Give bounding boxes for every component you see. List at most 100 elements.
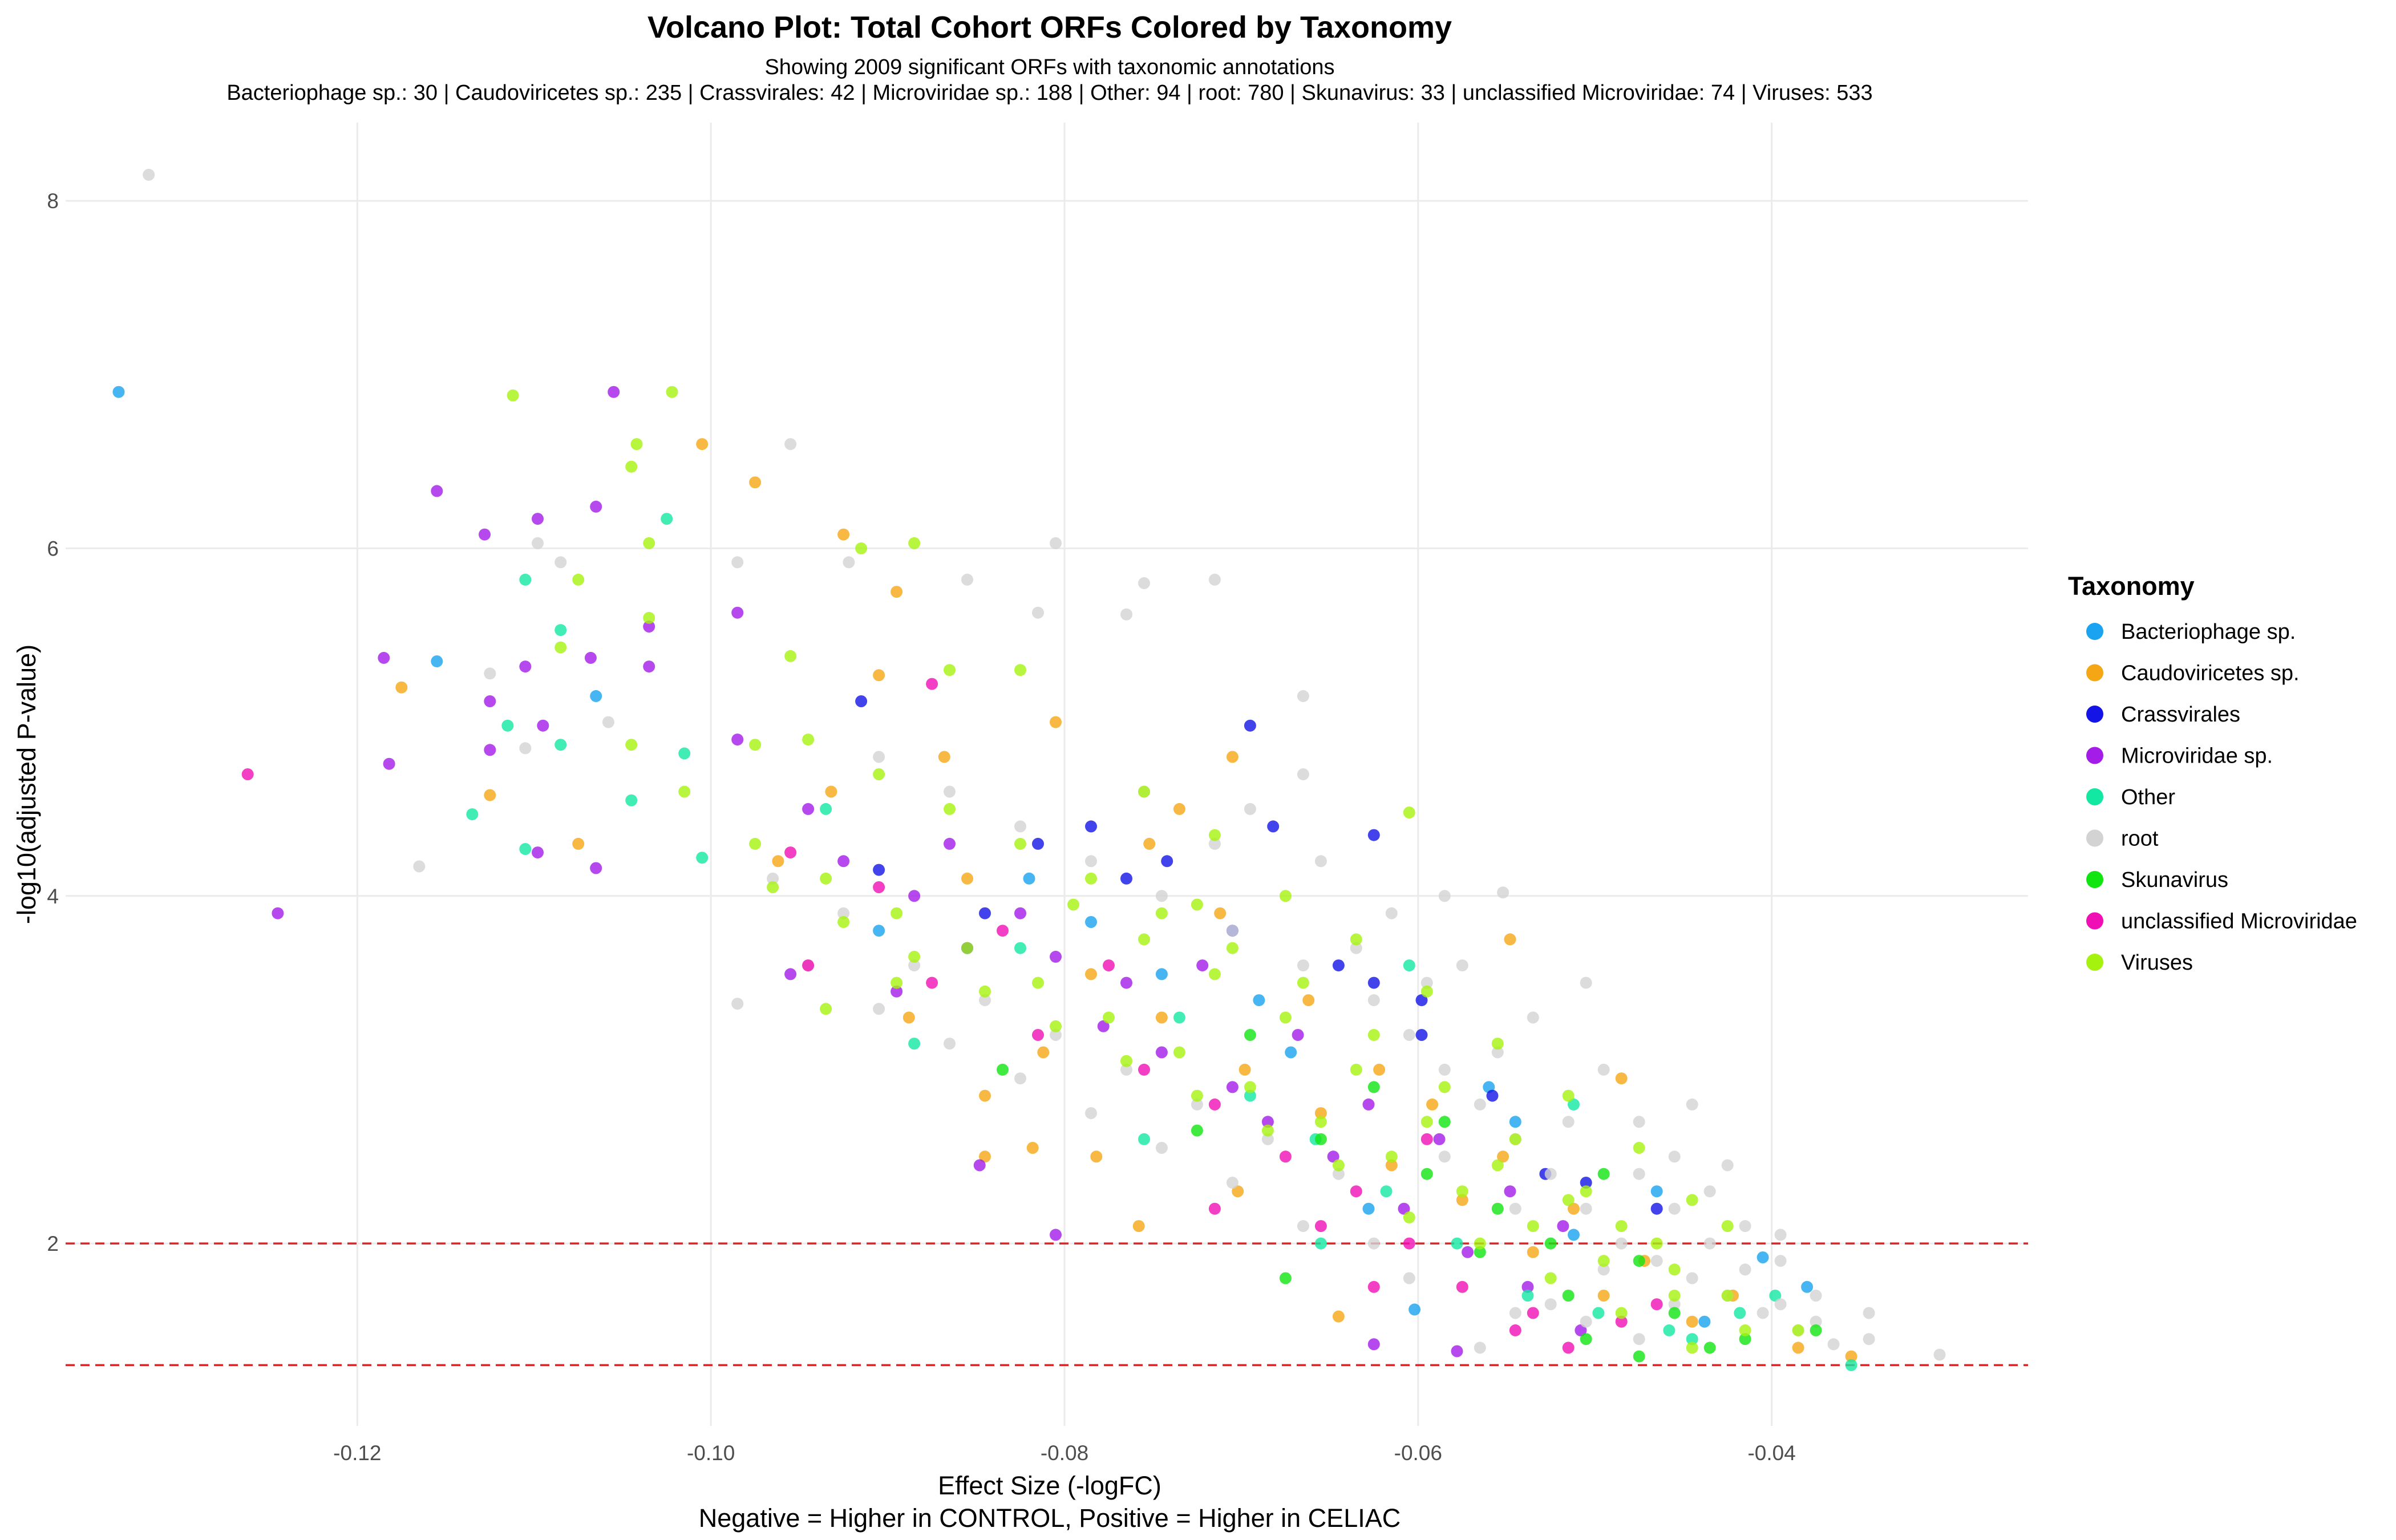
point-5-31 (1155, 890, 1168, 902)
point-7-3 (873, 881, 885, 893)
point-5-68 (1120, 1063, 1132, 1076)
point-5-54 (1597, 1063, 1610, 1076)
point-8-67 (1050, 1020, 1062, 1032)
point-8-44 (1527, 1220, 1539, 1233)
point-5-89 (1668, 1298, 1681, 1311)
point-4-17 (1521, 1290, 1534, 1302)
point-1-44 (772, 855, 784, 868)
point-1-23 (1504, 933, 1516, 946)
point-3-14 (383, 757, 395, 770)
point-2-6 (1332, 959, 1345, 972)
point-1-30 (938, 751, 950, 763)
point-8-54 (1562, 1089, 1575, 1102)
series-1 (395, 438, 1857, 1363)
point-1-37 (1568, 1202, 1580, 1215)
point-3-16 (590, 862, 602, 874)
point-3-34 (1050, 1229, 1062, 1241)
point-6-17 (1633, 1350, 1645, 1363)
point-8-24 (1438, 1081, 1451, 1093)
point-6-14 (1474, 1246, 1486, 1258)
point-7-22 (1367, 1280, 1380, 1293)
point-5-71 (908, 959, 921, 972)
point-1-15 (1385, 1159, 1398, 1172)
point-0-2 (590, 690, 602, 702)
point-4-12 (1173, 1011, 1185, 1024)
point-8-4 (643, 537, 655, 549)
point-5-64 (1367, 1237, 1380, 1250)
point-8-5 (855, 542, 868, 554)
series-8 (507, 386, 1804, 1354)
point-1-1 (696, 438, 709, 451)
point-3-29 (1327, 1150, 1339, 1163)
point-1-2 (749, 476, 762, 489)
point-8-25 (1509, 1133, 1521, 1145)
point-8-74 (1208, 968, 1221, 980)
point-5-55 (1633, 1116, 1645, 1128)
point-2-16 (873, 864, 885, 876)
point-6-11 (1739, 1333, 1751, 1346)
point-7-11 (1456, 1280, 1468, 1293)
legend-swatch-2 (2086, 706, 2103, 723)
point-8-71 (767, 881, 779, 893)
point-6-12 (1810, 1324, 1822, 1336)
y-tick-label-1: 4 (47, 885, 59, 908)
point-5-45 (1756, 1307, 1769, 1319)
point-2-17 (1267, 820, 1280, 833)
point-5-43 (1686, 1272, 1698, 1284)
point-7-19 (1420, 1133, 1433, 1145)
point-3-23 (1014, 907, 1026, 919)
point-4-18 (1592, 1307, 1605, 1319)
point-5-81 (1668, 1202, 1681, 1215)
point-8-15 (873, 768, 885, 780)
point-0-4 (1409, 1303, 1421, 1316)
point-7-9 (1350, 1185, 1362, 1198)
y-axis-title: -log10(adjusted P-value) (12, 645, 41, 924)
point-3-26 (1155, 1046, 1168, 1059)
point-5-76 (1350, 942, 1362, 954)
chart-subtitle-line2: Bacteriophage sp.: 30 | Caudoviricetes s… (226, 81, 1872, 105)
point-1-12 (1155, 1011, 1168, 1024)
point-3-40 (1097, 1020, 1110, 1032)
point-5-65 (1332, 1168, 1345, 1180)
point-4-0 (661, 513, 673, 525)
point-2-0 (855, 695, 868, 707)
point-8-26 (1580, 1185, 1592, 1198)
point-5-72 (837, 907, 850, 919)
x-tick-label-1: -0.10 (687, 1441, 735, 1465)
point-5-2 (532, 537, 544, 549)
point-2-1 (1244, 719, 1256, 732)
point-2-13 (1085, 820, 1097, 833)
point-8-11 (625, 739, 638, 751)
point-8-29 (1792, 1324, 1804, 1336)
point-8-72 (1067, 898, 1079, 911)
legend-label-7: unclassified Microviridae (2121, 910, 2357, 934)
point-8-66 (1120, 1055, 1132, 1067)
point-8-70 (837, 916, 850, 928)
point-3-22 (944, 837, 956, 850)
point-3-8 (519, 660, 532, 673)
point-3-13 (484, 744, 496, 756)
point-4-28 (1568, 1098, 1580, 1111)
point-5-96 (1085, 1107, 1097, 1120)
point-5-87 (1509, 1202, 1521, 1215)
point-5-15 (413, 860, 426, 873)
point-8-55 (1633, 1142, 1645, 1154)
point-8-21 (1226, 942, 1239, 954)
point-4-26 (908, 1038, 921, 1050)
point-8-65 (1191, 1089, 1203, 1102)
point-5-92 (1403, 1272, 1415, 1284)
point-1-22 (1615, 1072, 1628, 1085)
point-5-98 (944, 1038, 956, 1050)
point-0-5 (1756, 1251, 1769, 1263)
point-8-13 (678, 785, 691, 798)
point-5-97 (1014, 1072, 1026, 1085)
point-1-5 (484, 789, 496, 801)
point-3-43 (1362, 1098, 1375, 1111)
point-8-10 (784, 650, 797, 662)
point-5-61 (1509, 1307, 1521, 1319)
point-8-60 (1615, 1307, 1628, 1319)
point-5-47 (1827, 1338, 1840, 1351)
point-1-0 (395, 681, 408, 694)
point-1-4 (891, 586, 903, 598)
